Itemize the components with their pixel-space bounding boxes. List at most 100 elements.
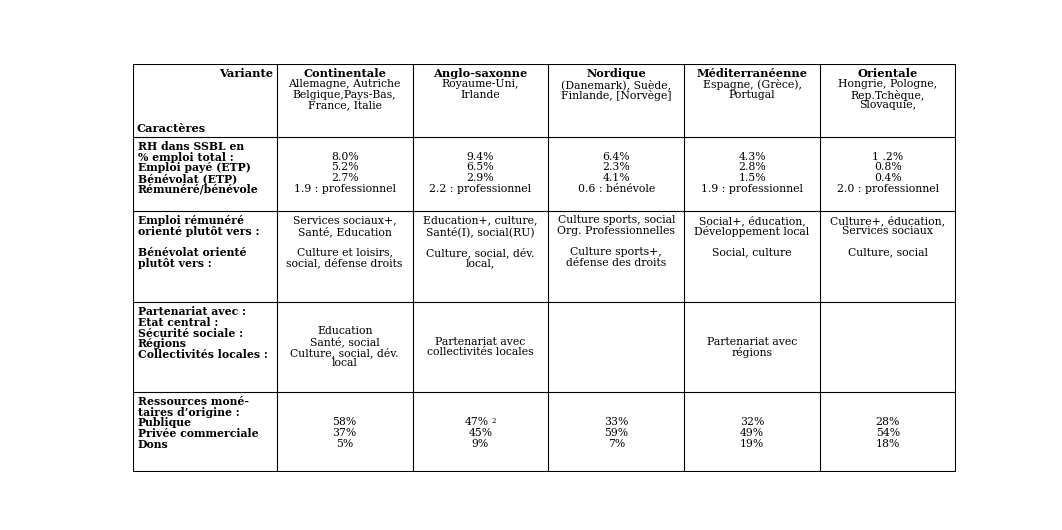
Text: Privée commerciale: Privée commerciale — [138, 428, 258, 439]
Text: 2: 2 — [492, 418, 496, 426]
Text: Rep.Tchèque,: Rep.Tchèque, — [851, 90, 925, 101]
Text: taires d’origine :: taires d’origine : — [138, 407, 239, 418]
Text: Partenariat avec :: Partenariat avec : — [138, 306, 245, 317]
Text: Collectivités locales :: Collectivités locales : — [138, 349, 268, 360]
Text: Etat central :: Etat central : — [138, 317, 218, 328]
Text: France, Italie: France, Italie — [308, 100, 381, 110]
Text: Orientale: Orientale — [858, 68, 918, 80]
Text: Social, culture: Social, culture — [713, 247, 792, 257]
Text: Culture, social, dév.: Culture, social, dév. — [426, 247, 535, 258]
Text: Ressources moné-: Ressources moné- — [138, 396, 249, 407]
Text: orienté plutôt vers :: orienté plutôt vers : — [138, 226, 259, 237]
Text: 1.9 : professionnel: 1.9 : professionnel — [701, 183, 803, 193]
Text: 58%: 58% — [332, 418, 357, 427]
Text: Culture sports, social: Culture sports, social — [558, 215, 675, 225]
Text: 1.9 : professionnel: 1.9 : professionnel — [294, 183, 396, 193]
Text: RH dans SSBL en: RH dans SSBL en — [138, 141, 244, 152]
Text: Services sociaux+,: Services sociaux+, — [293, 215, 396, 225]
Text: 2.8%: 2.8% — [738, 162, 766, 172]
Text: Royaume-Uni,: Royaume-Uni, — [442, 79, 519, 89]
Text: 7%: 7% — [607, 439, 624, 448]
Text: local,: local, — [466, 258, 495, 268]
Text: 4.3%: 4.3% — [738, 152, 766, 162]
Text: 8.0%: 8.0% — [330, 152, 359, 162]
Text: Emploi payé (ETP): Emploi payé (ETP) — [138, 162, 251, 173]
Text: Culture et loisirs,: Culture et loisirs, — [296, 247, 393, 257]
Text: Dons: Dons — [138, 439, 169, 449]
Text: Régions: Régions — [138, 338, 187, 349]
Text: 28%: 28% — [876, 418, 901, 427]
Text: Publique: Publique — [138, 418, 191, 428]
Text: Continentale: Continentale — [304, 68, 387, 80]
Text: Irlande: Irlande — [461, 90, 500, 100]
Text: 49%: 49% — [740, 428, 765, 438]
Text: Culture, social, dév.: Culture, social, dév. — [290, 347, 399, 358]
Text: défense des droits: défense des droits — [566, 258, 667, 268]
Text: 37%: 37% — [332, 428, 357, 438]
Text: Nordique: Nordique — [586, 68, 646, 80]
Text: 59%: 59% — [604, 428, 629, 438]
Text: 18%: 18% — [876, 439, 901, 448]
Text: Org. Professionnelles: Org. Professionnelles — [558, 226, 675, 236]
Text: local: local — [331, 358, 358, 368]
Text: Portugal: Portugal — [729, 90, 775, 100]
Text: Emploi rémunéré: Emploi rémunéré — [138, 215, 243, 226]
Text: 2.7%: 2.7% — [331, 173, 359, 183]
Text: Culture, social: Culture, social — [847, 247, 928, 257]
Text: 9%: 9% — [472, 439, 490, 448]
Text: Anglo-saxonne: Anglo-saxonne — [433, 68, 528, 80]
Text: 2.3%: 2.3% — [602, 162, 630, 172]
Text: régions: régions — [732, 347, 772, 358]
Text: 5.2%: 5.2% — [331, 162, 359, 172]
Text: 19%: 19% — [740, 439, 765, 448]
Text: Belgique,Pays-Bas,: Belgique,Pays-Bas, — [293, 90, 396, 100]
Text: Allemagne, Autriche: Allemagne, Autriche — [289, 79, 400, 89]
Text: Finlande, [Norvège]: Finlande, [Norvège] — [561, 90, 671, 101]
Text: plutôt vers :: plutôt vers : — [138, 258, 211, 269]
Text: 1.5%: 1.5% — [738, 173, 766, 183]
Text: Santé, Education: Santé, Education — [297, 226, 392, 237]
Text: Sécurité sociale :: Sécurité sociale : — [138, 328, 243, 339]
Text: 2.0 : professionnel: 2.0 : professionnel — [837, 183, 939, 193]
Text: Partenariat avec: Partenariat avec — [435, 337, 526, 347]
Text: Culture+, éducation,: Culture+, éducation, — [830, 215, 945, 226]
Text: 54%: 54% — [876, 428, 900, 438]
Text: collectivités locales: collectivités locales — [427, 347, 534, 357]
Text: 2.2 : professionnel: 2.2 : professionnel — [429, 183, 532, 193]
Text: Caractères: Caractères — [137, 123, 206, 134]
Text: % emploi total :: % emploi total : — [138, 152, 234, 163]
Text: Variante: Variante — [219, 68, 273, 78]
Text: social, défense droits: social, défense droits — [287, 258, 402, 269]
Text: 33%: 33% — [604, 418, 629, 427]
Text: 4.1%: 4.1% — [602, 173, 630, 183]
Text: Santé(I), social(RU): Santé(I), social(RU) — [426, 226, 535, 237]
Text: Culture sports+,: Culture sports+, — [570, 247, 663, 257]
Text: Education+, culture,: Education+, culture, — [424, 215, 537, 225]
Text: Bénévolat orienté: Bénévolat orienté — [138, 247, 246, 258]
Text: 0.6 : bénévole: 0.6 : bénévole — [578, 183, 655, 193]
Text: Espagne, (Grèce),: Espagne, (Grèce), — [703, 79, 802, 90]
Text: Education: Education — [316, 326, 373, 336]
Text: Rémunéré/bénévole: Rémunéré/bénévole — [138, 183, 258, 195]
Text: Social+, éducation,: Social+, éducation, — [699, 215, 805, 226]
Text: Santé, social: Santé, social — [310, 337, 379, 347]
Text: (Danemark), Suède,: (Danemark), Suède, — [561, 79, 671, 90]
Text: 32%: 32% — [740, 418, 765, 427]
Text: 5%: 5% — [336, 439, 354, 448]
Text: Partenariat avec: Partenariat avec — [707, 337, 798, 347]
Text: Méditerranéenne: Méditerranéenne — [697, 68, 807, 80]
Text: 45%: 45% — [468, 428, 493, 438]
Text: 6.5%: 6.5% — [466, 162, 494, 172]
Text: Développement local: Développement local — [695, 226, 809, 237]
Text: 2.9%: 2.9% — [466, 173, 494, 183]
Text: Bénévolat (ETP): Bénévolat (ETP) — [138, 173, 237, 184]
Text: Services sociaux: Services sociaux — [842, 226, 933, 236]
Text: 1 .2%: 1 .2% — [872, 152, 904, 162]
Text: 0.4%: 0.4% — [874, 173, 902, 183]
Text: 9.4%: 9.4% — [466, 152, 494, 162]
Text: 47%: 47% — [464, 418, 489, 427]
Text: 0.8%: 0.8% — [874, 162, 902, 172]
Text: 6.4%: 6.4% — [602, 152, 630, 162]
Text: Slovaquie,: Slovaquie, — [859, 100, 917, 110]
Text: Hongrie, Pologne,: Hongrie, Pologne, — [838, 79, 938, 89]
